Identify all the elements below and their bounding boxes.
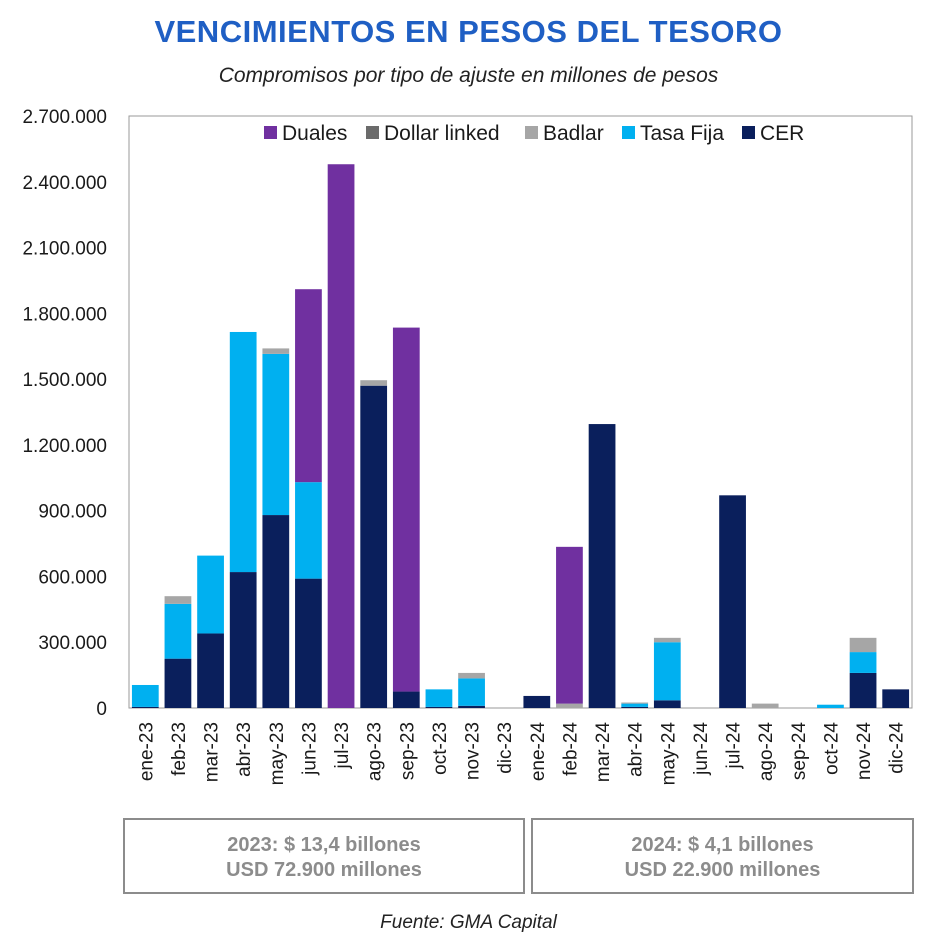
- y-tick-label: 1.500.000: [22, 370, 107, 391]
- x-tick-label: oct-24: [821, 722, 842, 775]
- legend-swatch: [622, 126, 635, 139]
- bar-segment-tasa-fija: [817, 704, 844, 708]
- bar-segment-cer: [425, 706, 453, 708]
- plot-area-frame: [128, 115, 913, 709]
- x-tick-label: ago-23: [365, 722, 386, 781]
- bar-segment-cer: [164, 658, 192, 708]
- stacked-bar-chart: 0 300.000 600.000 900.000 1.200.000 1.500.000…: [22, 107, 913, 786]
- bar-segment-duales: [392, 327, 420, 692]
- bar-segment-tasa-fija: [653, 642, 681, 701]
- bar-segment-duales: [556, 546, 583, 704]
- bar-segment-cer: [849, 672, 877, 708]
- summary-2024-pesos: 2024: $ 4,1 billones: [631, 834, 814, 856]
- bar-segment-tasa-fija: [295, 482, 322, 579]
- bar-segment-cer: [458, 705, 485, 708]
- bar-segment-tasa-fija: [262, 353, 290, 516]
- legend-label: CER: [760, 122, 804, 145]
- x-tick-label: dic-23: [495, 722, 516, 774]
- bar-segment-cer: [360, 385, 388, 708]
- legend-label: Dollar linked: [384, 122, 500, 145]
- bar-segment-badlar: [556, 703, 583, 708]
- bar-segment-cer: [882, 689, 910, 708]
- summary-2023-pesos: 2023: $ 13,4 billones: [227, 834, 421, 856]
- bar-segment-tasa-fija: [229, 331, 257, 573]
- x-tick-label: may-23: [267, 722, 288, 785]
- x-tick-label: feb-24: [560, 722, 581, 776]
- y-tick-label: 0: [96, 699, 107, 720]
- bar-segment-tasa-fija: [849, 652, 877, 673]
- bar-segment-tasa-fija: [621, 703, 649, 707]
- x-tick-label: mar-23: [202, 722, 223, 782]
- bar-segment-cer: [588, 424, 616, 708]
- bar-segment-badlar: [360, 380, 388, 386]
- bar-segment-badlar: [164, 596, 192, 604]
- bar-segment-cer: [262, 515, 290, 708]
- bar-segment-tasa-fija: [425, 689, 453, 707]
- bar-segment-badlar: [751, 703, 779, 708]
- x-tick-label: ago-24: [756, 722, 777, 782]
- bar-segment-duales: [295, 289, 322, 483]
- x-tick-label: dic-24: [887, 722, 908, 774]
- y-tick-label: 2.400.000: [22, 173, 107, 194]
- legend-swatch: [525, 126, 538, 139]
- summary-box-2024: 2024: $ 4,1 billones USD 22.900 millones: [531, 818, 914, 894]
- legend-label: Duales: [282, 122, 347, 145]
- bar-segment-cer: [653, 700, 681, 708]
- legend-swatch: [366, 126, 379, 139]
- bar-segment-tasa-fija: [131, 684, 159, 707]
- x-tick-label: sep-24: [789, 722, 810, 781]
- chart-title: VENCIMIENTOS EN PESOS DEL TESORO: [154, 14, 783, 49]
- y-tick-label: 600.000: [38, 567, 107, 588]
- x-tick-label: jul-23: [332, 722, 353, 769]
- bar-segment-badlar: [262, 348, 290, 354]
- y-tick-label: 900.000: [38, 502, 107, 523]
- summary-box-2023: 2023: $ 13,4 billones USD 72.900 millone…: [123, 818, 525, 894]
- bar-segment-cer: [719, 495, 746, 708]
- bar-segment-duales: [327, 164, 355, 709]
- legend-label: Badlar: [543, 122, 604, 145]
- summary-2024-usd: USD 22.900 millones: [624, 859, 821, 881]
- legend-swatch: [742, 126, 755, 139]
- chart-subtitle: Compromisos por tipo de ajuste en millon…: [218, 64, 719, 87]
- bar-segment-tasa-fija: [197, 555, 224, 634]
- bar-segment-badlar: [458, 672, 485, 679]
- bar-segment-tasa-fija: [458, 678, 485, 706]
- y-tick-label: 1.200.000: [22, 436, 107, 457]
- x-tick-label: jun-24: [691, 722, 712, 776]
- y-tick-label: 2.100.000: [22, 239, 107, 260]
- x-tick-label: oct-23: [430, 722, 451, 775]
- legend-label: Tasa Fija: [640, 122, 724, 145]
- bar-segment-cer: [131, 706, 159, 708]
- x-tick-label: jul-24: [724, 722, 745, 770]
- y-tick-label: 300.000: [38, 633, 107, 654]
- bar-segment-cer: [197, 633, 224, 708]
- bar-segment-cer: [392, 691, 420, 708]
- legend-swatch: [264, 126, 277, 139]
- bar-segment-cer: [229, 572, 257, 708]
- bar-segment-badlar: [849, 637, 877, 653]
- x-tick-label: ene-24: [528, 722, 549, 782]
- x-tick-label: may-24: [658, 722, 679, 786]
- x-tick-label: nov-24: [854, 722, 875, 781]
- y-tick-label: 1.800.000: [22, 304, 107, 325]
- x-tick-label: feb-23: [169, 722, 190, 776]
- summary-2023-usd: USD 72.900 millones: [226, 859, 422, 881]
- bar-segment-badlar: [653, 637, 681, 643]
- bar-segment-tasa-fija: [164, 603, 192, 659]
- x-tick-label: nov-23: [463, 722, 484, 780]
- x-tick-label: ene-23: [136, 722, 157, 781]
- bar-segment-cer: [523, 695, 551, 708]
- x-tick-label: abr-23: [234, 722, 255, 777]
- source-note: Fuente: GMA Capital: [380, 912, 557, 933]
- bar-segment-cer: [295, 578, 322, 708]
- x-tick-label: jun-23: [299, 722, 320, 776]
- y-tick-label: 2.700.000: [22, 107, 107, 128]
- x-tick-label: abr-24: [626, 722, 647, 777]
- bar-segment-badlar: [621, 702, 649, 704]
- bar-segment-cer: [621, 706, 649, 708]
- x-tick-label: sep-23: [397, 722, 418, 780]
- x-tick-label: mar-24: [593, 722, 614, 783]
